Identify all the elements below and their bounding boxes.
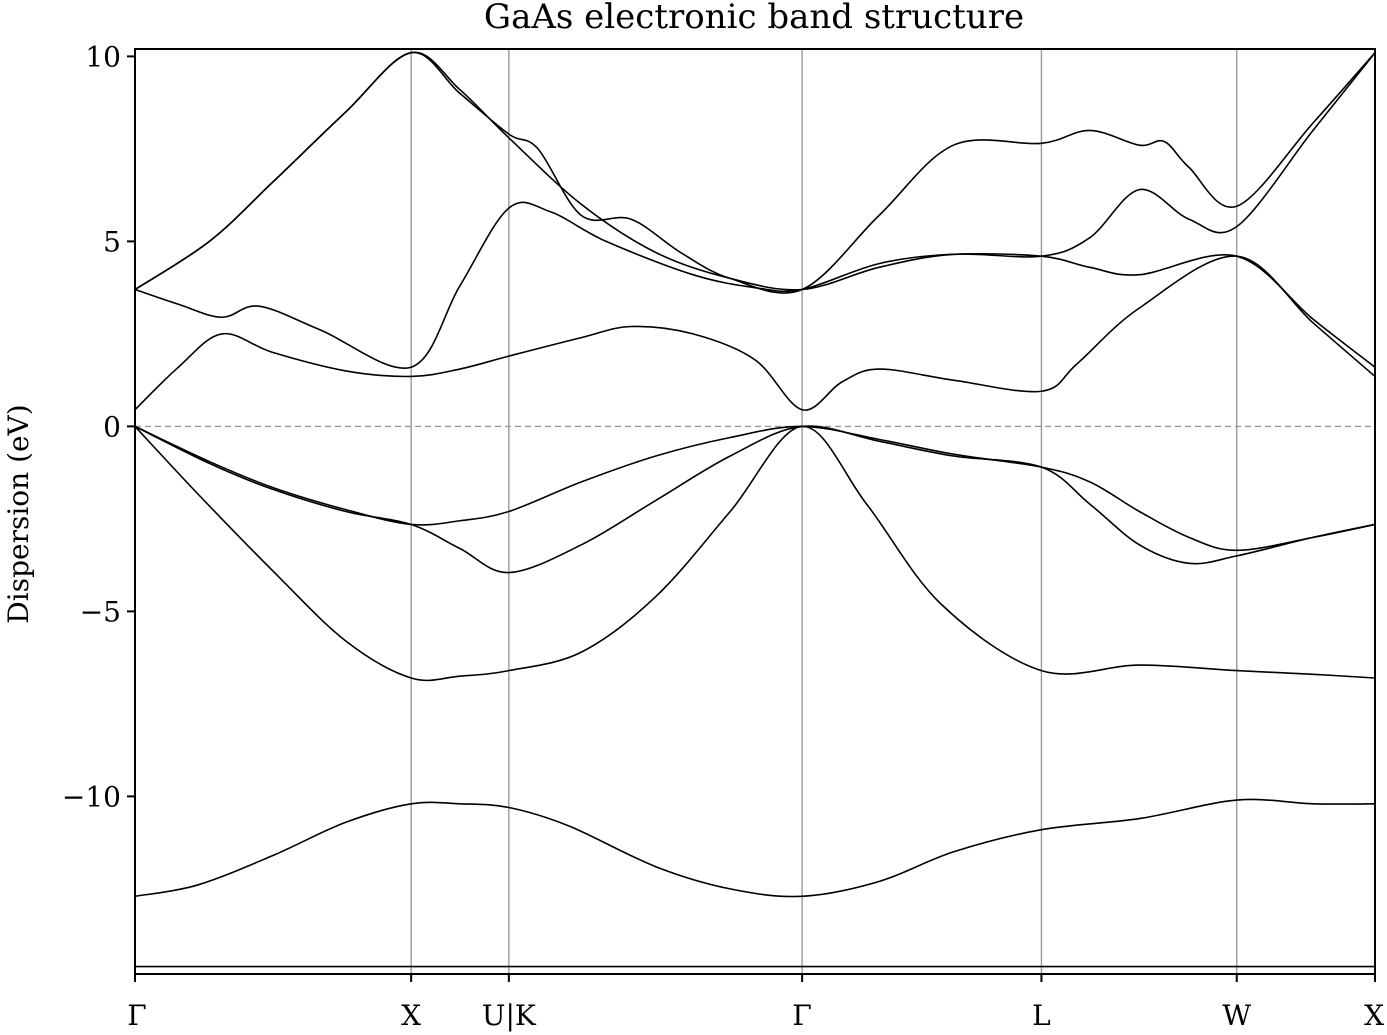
y-tick-label: −10: [62, 780, 121, 813]
band-6: [134, 255, 1376, 411]
chart-title: GaAs electronic band structure: [484, 0, 1024, 37]
x-tick-label: U|K: [482, 999, 537, 1032]
x-tick-label: Γ: [127, 999, 146, 1032]
x-axis-ticks: Γ X U|K Γ L W X: [127, 974, 1384, 1032]
high-symmetry-gridlines: [410, 49, 1238, 974]
band-4: [134, 425, 1376, 574]
x-tick-label: L: [1032, 999, 1051, 1032]
y-tick-label: −5: [80, 595, 121, 628]
x-tick-label: W: [1222, 999, 1251, 1032]
band-2: [134, 798, 1376, 898]
y-axis-ticks: 10 5 0 −5 −10: [62, 40, 135, 813]
band-9: [134, 51, 1376, 294]
band-lines: [134, 51, 1376, 975]
band-7: [134, 201, 1376, 370]
band-5: [134, 425, 1376, 552]
y-axis-label: Dispersion (eV): [2, 404, 35, 623]
x-tick-label: Γ: [792, 999, 811, 1032]
y-tick-label: 10: [85, 40, 121, 73]
plot-frame: [134, 48, 1376, 975]
y-tick-label: 5: [103, 225, 121, 258]
y-tick-label: 0: [103, 410, 121, 443]
x-tick-label: X: [1364, 999, 1384, 1032]
band-3: [134, 425, 1376, 682]
x-tick-label: X: [401, 999, 421, 1032]
band-8: [134, 51, 1376, 291]
